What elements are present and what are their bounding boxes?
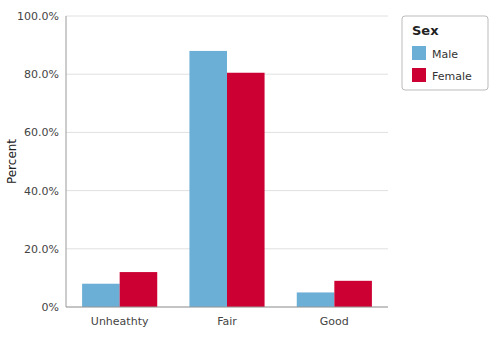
y-tick-label: 40.0% [24, 185, 59, 198]
bars [82, 51, 372, 307]
legend: Sex Male Female [402, 16, 488, 90]
legend-title: Sex [412, 23, 439, 38]
legend-label: Female [432, 70, 472, 83]
legend-swatch [412, 68, 426, 82]
grid [66, 16, 388, 307]
x-tick-label: Fair [217, 315, 237, 328]
y-axis-label: Percent [5, 139, 19, 184]
bar [227, 73, 265, 307]
y-tick-label: 80.0% [24, 68, 59, 81]
y-tick-label: 100.0% [17, 10, 59, 23]
legend-label: Male [432, 48, 458, 61]
bar [189, 51, 227, 307]
y-tick-label: 20.0% [24, 243, 59, 256]
x-tick-label: Good [320, 315, 349, 328]
grid-line [66, 16, 388, 17]
bar [120, 272, 158, 307]
chart: 0% 20.0% 40.0% 60.0% 80.0% 100.0% Unheathty Fai… [0, 0, 500, 343]
y-tick-label: 60.0% [24, 126, 59, 139]
grid-line [66, 307, 388, 308]
y-axis [66, 16, 67, 307]
bar [297, 292, 335, 307]
bar [82, 284, 120, 307]
y-tick-label: 0% [42, 301, 59, 314]
legend-swatch [412, 46, 426, 60]
x-axis [66, 307, 388, 308]
bar [334, 281, 372, 307]
x-tick-label: Unheathty [91, 315, 149, 328]
legend-frame [402, 16, 488, 90]
